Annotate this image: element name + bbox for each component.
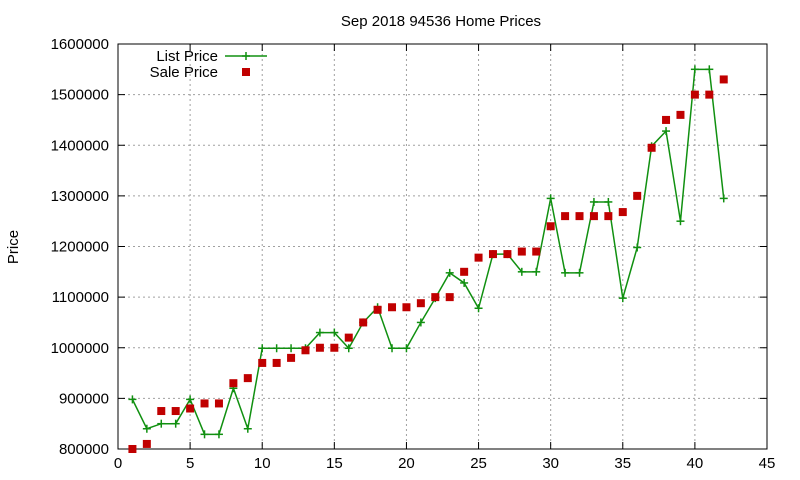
x-tick-label: 45 bbox=[759, 455, 776, 472]
sale-price-point bbox=[287, 353, 296, 362]
chart-title: Sep 2018 94536 Home Prices bbox=[341, 13, 541, 30]
sale-price-point bbox=[662, 115, 671, 124]
sale-price-point bbox=[561, 212, 570, 221]
y-axis-label: Price bbox=[5, 230, 22, 264]
y-tick-label: 1600000 bbox=[51, 36, 109, 53]
legend-swatch-sale-price bbox=[242, 68, 250, 76]
series-sale-price bbox=[128, 75, 728, 453]
x-tick-label: 40 bbox=[687, 455, 704, 472]
y-tick-label: 800000 bbox=[59, 441, 109, 458]
list-price-line bbox=[131, 68, 725, 436]
sale-price-point bbox=[546, 222, 555, 231]
y-tick-label: 1100000 bbox=[52, 289, 109, 306]
x-tick-label: 35 bbox=[614, 455, 631, 472]
sale-price-point bbox=[532, 247, 541, 256]
sale-price-point bbox=[719, 75, 728, 84]
sale-price-point bbox=[229, 379, 238, 388]
sale-price-point bbox=[186, 404, 195, 413]
x-tick-label: 20 bbox=[398, 455, 415, 472]
x-tick-label: 15 bbox=[326, 455, 343, 472]
sale-price-point bbox=[503, 250, 512, 259]
sale-price-point bbox=[488, 250, 497, 259]
sale-price-point bbox=[460, 267, 469, 276]
y-tick-label: 1500000 bbox=[51, 87, 109, 104]
y-tick-label: 1200000 bbox=[51, 239, 109, 256]
legend-swatch-list-price bbox=[225, 52, 267, 60]
grid bbox=[118, 44, 767, 449]
sale-price-point bbox=[301, 346, 310, 355]
sale-price-point bbox=[575, 212, 584, 221]
sale-price-point bbox=[445, 293, 454, 302]
x-tick-label: 30 bbox=[542, 455, 559, 472]
sale-price-point bbox=[128, 445, 137, 453]
sale-price-point bbox=[330, 343, 339, 352]
sale-price-point bbox=[214, 399, 223, 408]
sale-price-point bbox=[142, 439, 151, 448]
sale-price-point bbox=[258, 358, 267, 367]
sale-price-point bbox=[388, 303, 397, 312]
legend-label-sale-price: Sale Price bbox=[150, 64, 218, 81]
y-tick-label: 1400000 bbox=[51, 137, 109, 154]
x-tick-label: 25 bbox=[470, 455, 487, 472]
sale-price-point bbox=[705, 90, 714, 99]
sale-price-point bbox=[272, 358, 281, 367]
sale-price-point bbox=[157, 407, 166, 416]
sale-price-point bbox=[647, 143, 656, 152]
sale-price-point bbox=[431, 293, 440, 302]
sale-price-point bbox=[344, 333, 353, 342]
x-tick-label: 5 bbox=[186, 455, 194, 472]
sale-price-point bbox=[618, 208, 627, 217]
axis-ticks: 0 5 10 15 20 25 30 35 40 45 800000 900000 1000000 110… bbox=[51, 36, 776, 472]
sale-price-point bbox=[690, 90, 699, 99]
sale-price-point bbox=[604, 212, 613, 221]
y-tick-label: 1000000 bbox=[51, 340, 109, 357]
sale-price-point bbox=[416, 299, 425, 308]
sale-price-point bbox=[633, 191, 642, 200]
sale-price-point bbox=[373, 305, 382, 314]
sale-price-point bbox=[171, 407, 180, 416]
x-tick-label: 0 bbox=[114, 455, 122, 472]
series-list-price bbox=[128, 65, 728, 439]
sale-price-point bbox=[589, 212, 598, 221]
sale-price-point bbox=[243, 374, 252, 383]
legend: List Price Sale Price bbox=[150, 48, 267, 81]
sale-price-point bbox=[517, 247, 526, 256]
sale-price-point bbox=[200, 399, 209, 408]
legend-label-list-price: List Price bbox=[156, 48, 218, 65]
data-series bbox=[128, 65, 728, 453]
sale-price-point bbox=[676, 110, 685, 119]
x-tick-label: 10 bbox=[254, 455, 271, 472]
sale-price-point bbox=[359, 318, 368, 327]
y-tick-label: 1300000 bbox=[51, 188, 109, 205]
sale-price-point bbox=[474, 253, 483, 262]
sale-price-point bbox=[315, 343, 324, 352]
legend-square bbox=[242, 68, 250, 76]
sale-price-point bbox=[402, 303, 411, 312]
y-tick-label: 900000 bbox=[59, 390, 109, 407]
